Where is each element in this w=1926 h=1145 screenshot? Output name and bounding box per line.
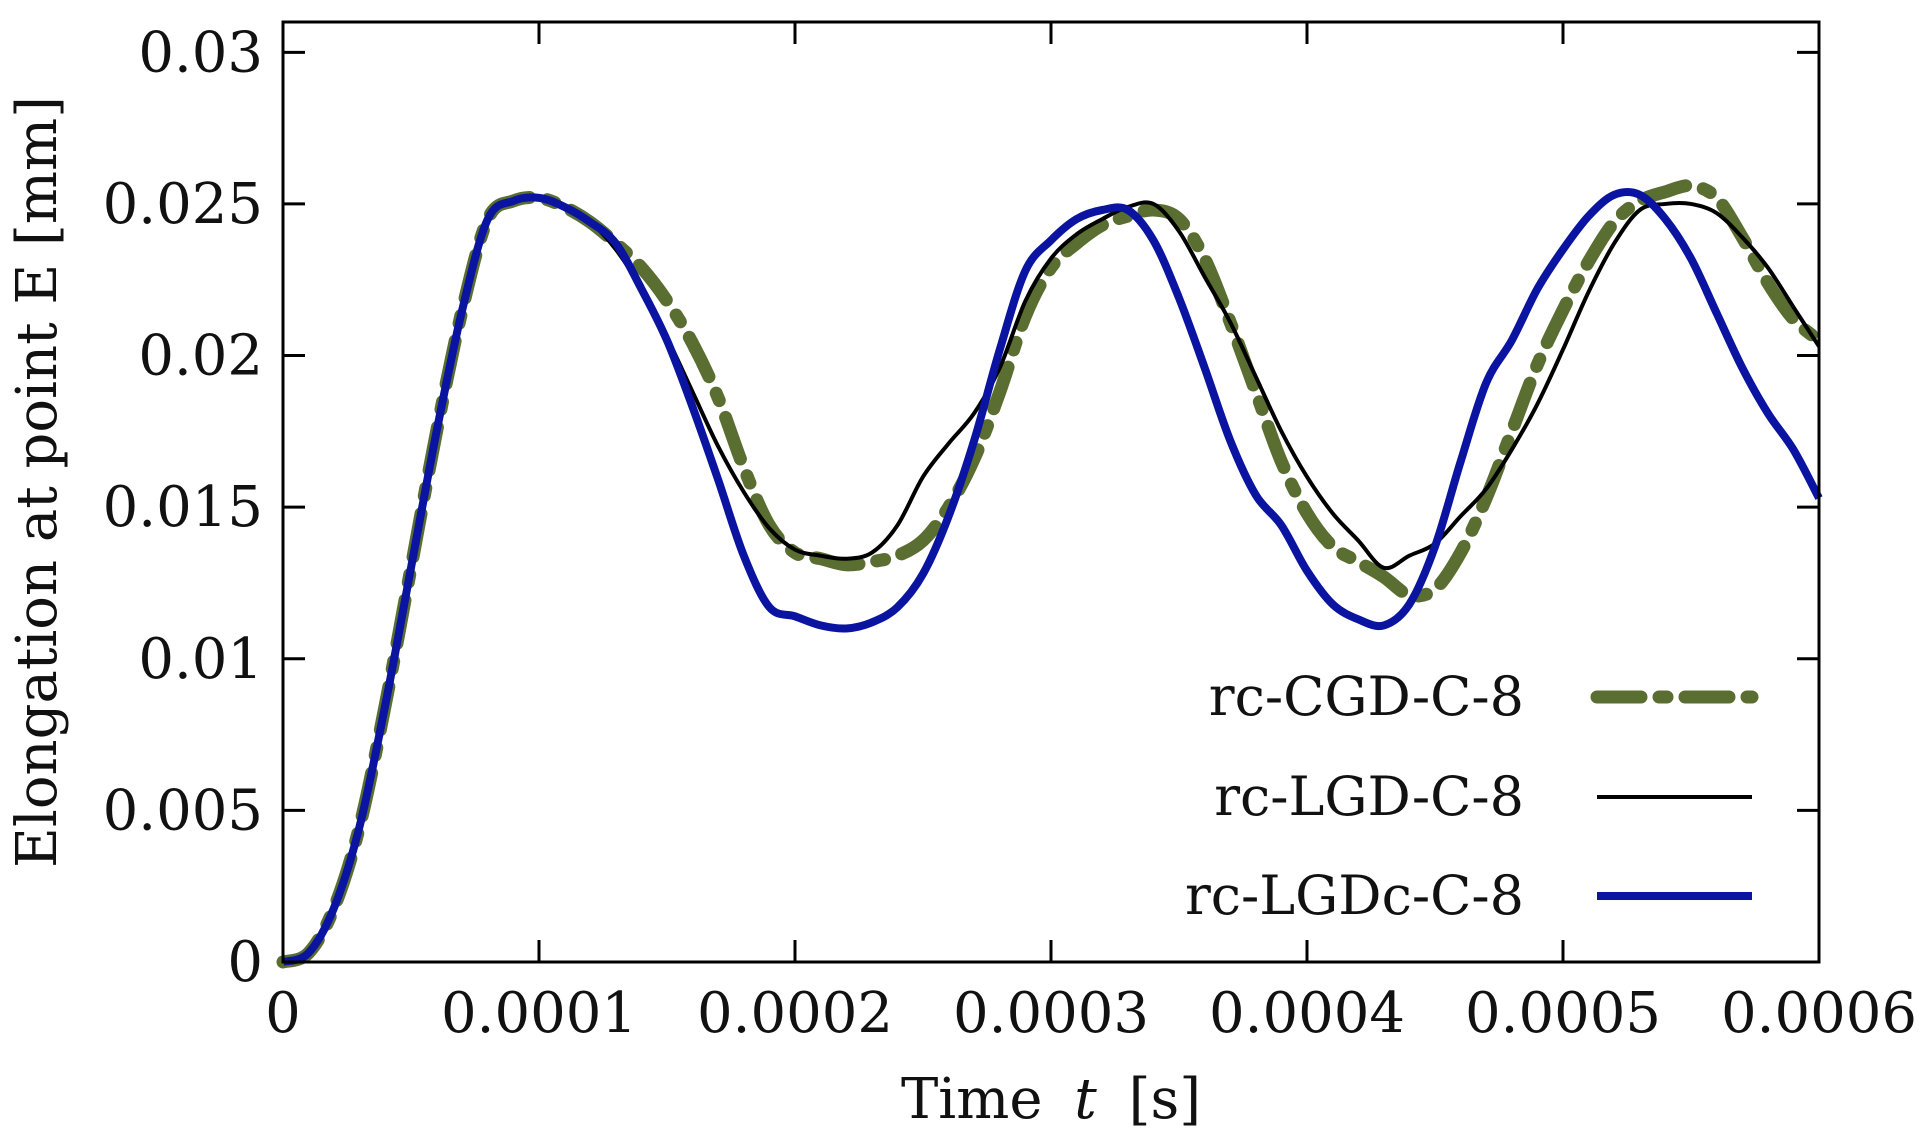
- axis-tick-labels: 0 0.0001 0.0002 0.0003 0.0004 0.0005 0.0006 0 0.…: [103, 20, 1917, 1046]
- plot-frame: [281, 20, 1821, 964]
- x-axis-title: Time t [s]: [901, 1067, 1201, 1132]
- x-tick-label: 0.0002: [697, 981, 893, 1046]
- x-tick-label: 0.0003: [953, 981, 1149, 1046]
- y-tick-label: 0.01: [138, 627, 263, 692]
- y-tick-label: 0.015: [103, 475, 263, 540]
- y-tick-label: 0.025: [103, 172, 263, 237]
- series-line-rc-lgd-c-8: [282, 195, 1821, 964]
- y-tick-label: 0.005: [103, 778, 263, 843]
- y-tick-label: 0: [227, 930, 263, 995]
- x-tick-label: 0.0004: [1209, 981, 1405, 1046]
- legend-label: rc-LGD-C-8: [1214, 765, 1524, 828]
- y-tick-label: 0.02: [138, 324, 263, 389]
- x-tick-label: 0.0006: [1721, 981, 1917, 1046]
- axis-ticks: [281, 22, 1821, 964]
- series-line-rc-lgdc-c-8: [281, 188, 1823, 966]
- x-tick-label: 0.0001: [441, 981, 637, 1046]
- legend: rc-CGD-C-8 rc-LGD-C-8 rc-LGDc-C-8: [1185, 665, 1759, 927]
- x-axis-title-text: Time: [901, 1067, 1043, 1132]
- x-axis-title-unit: [s]: [1129, 1067, 1201, 1132]
- x-tick-label: 0: [265, 981, 301, 1046]
- plot-area: [276, 179, 1826, 969]
- y-axis-title: Elongation at point E [mm]: [5, 96, 70, 868]
- legend-label: rc-LGDc-C-8: [1185, 864, 1524, 927]
- y-tick-label: 0.03: [138, 20, 263, 85]
- x-axis-title-variable: t: [1074, 1067, 1097, 1132]
- legend-label: rc-CGD-C-8: [1209, 665, 1524, 728]
- series-line-rc-cgd-c-8: [276, 179, 1826, 969]
- x-tick-label: 0.0005: [1465, 981, 1661, 1046]
